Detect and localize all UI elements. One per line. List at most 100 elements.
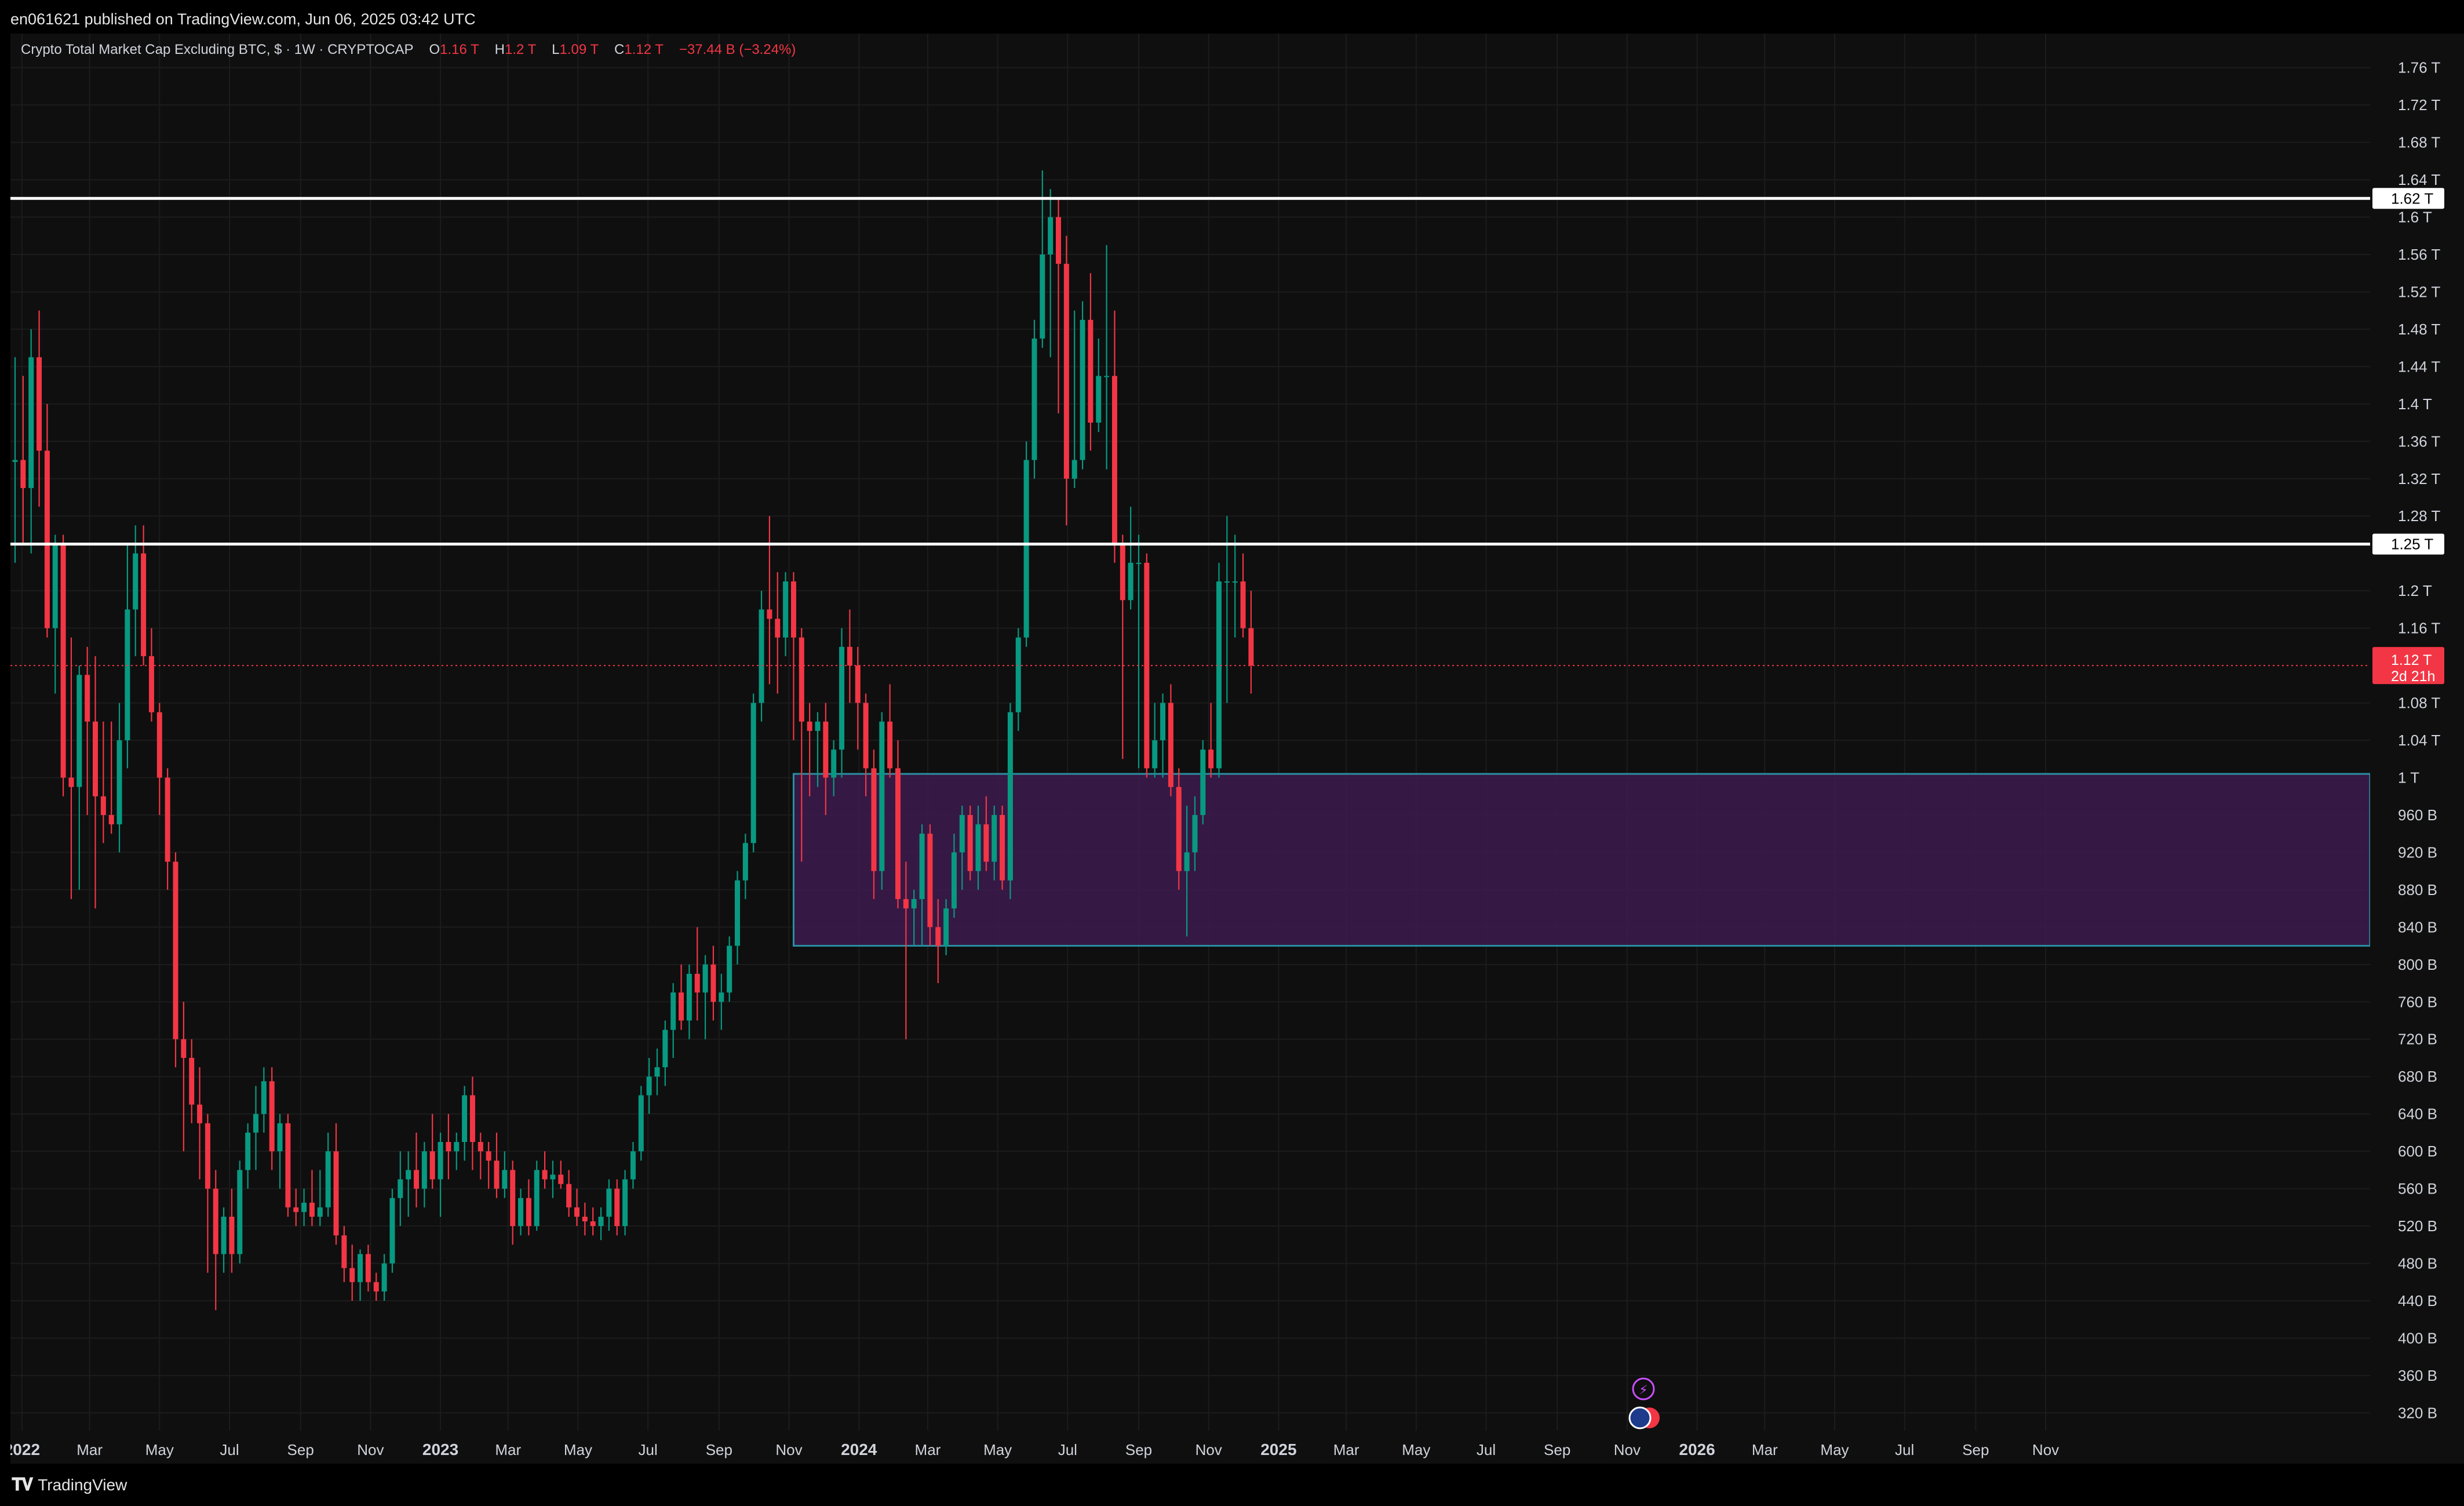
candle-body[interactable] <box>662 1030 668 1068</box>
candle-body[interactable] <box>863 703 869 769</box>
candle-body[interactable] <box>293 1207 299 1212</box>
candle-body[interactable] <box>582 1216 588 1222</box>
candle-body[interactable] <box>148 656 154 712</box>
candle-body[interactable] <box>1088 319 1094 423</box>
candle-body[interactable] <box>911 899 917 909</box>
candle-body[interactable] <box>1023 460 1029 638</box>
candle-body[interactable] <box>967 814 973 871</box>
candle-body[interactable] <box>108 814 114 825</box>
candle-body[interactable] <box>919 834 925 900</box>
candle-body[interactable] <box>630 1151 636 1180</box>
candle-body[interactable] <box>638 1095 644 1152</box>
candle-body[interactable] <box>309 1202 315 1217</box>
candle-body[interactable] <box>614 1188 620 1227</box>
candle-body[interactable] <box>1248 628 1254 666</box>
candle-body[interactable] <box>943 908 949 946</box>
candle-body[interactable] <box>478 1142 483 1152</box>
candle-body[interactable] <box>622 1179 628 1227</box>
candle-body[interactable] <box>28 357 34 488</box>
candle-body[interactable] <box>558 1174 564 1184</box>
candle-body[interactable] <box>1040 254 1045 339</box>
candle-body[interactable] <box>414 1170 419 1189</box>
candle-body[interactable] <box>341 1235 347 1268</box>
candle-body[interactable] <box>1184 852 1190 871</box>
candle-body[interactable] <box>550 1174 556 1180</box>
candle-body[interactable] <box>799 637 804 722</box>
candle-body[interactable] <box>1128 562 1133 601</box>
candle-body[interactable] <box>823 721 829 778</box>
candle-body[interactable] <box>261 1081 267 1114</box>
candle-body[interactable] <box>333 1151 339 1236</box>
candle-body[interactable] <box>992 814 997 862</box>
candle-body[interactable] <box>727 945 732 993</box>
candle-body[interactable] <box>1111 376 1117 544</box>
candle-body[interactable] <box>469 1095 475 1143</box>
candle-body[interactable] <box>446 1142 451 1152</box>
candle-body[interactable] <box>1007 712 1013 881</box>
candle-body[interactable] <box>1063 264 1069 479</box>
candle-body[interactable] <box>1071 460 1077 479</box>
candle-body[interactable] <box>85 675 90 722</box>
candle-body[interactable] <box>429 1151 435 1180</box>
candle-body[interactable] <box>759 609 764 703</box>
candle-body[interactable] <box>646 1076 652 1096</box>
candle-body[interactable] <box>277 1123 283 1152</box>
event-bolt-icon[interactable] <box>1632 1377 1655 1400</box>
candle-body[interactable] <box>847 646 852 666</box>
candle-body[interactable] <box>871 768 877 871</box>
candle-body[interactable] <box>742 843 748 881</box>
candle-body[interactable] <box>710 964 716 1002</box>
candle-body[interactable] <box>1208 750 1214 769</box>
candle-body[interactable] <box>181 1039 187 1058</box>
candle-body[interactable] <box>141 553 147 656</box>
candle-body[interactable] <box>245 1132 251 1170</box>
candle-body[interactable] <box>606 1188 612 1217</box>
candle-body[interactable] <box>156 712 162 778</box>
demand-zone[interactable] <box>792 773 2371 947</box>
candle-body[interactable] <box>1000 814 1005 881</box>
candle-body[interactable] <box>213 1188 218 1254</box>
candle-body[interactable] <box>454 1142 460 1152</box>
candle-body[interactable] <box>1080 319 1085 460</box>
candle-body[interactable] <box>1096 376 1102 423</box>
candle-body[interactable] <box>100 796 106 815</box>
candle-body[interactable] <box>775 619 781 638</box>
candle-body[interactable] <box>486 1151 491 1161</box>
time-axis[interactable] <box>10 1431 2464 1464</box>
candle-body[interactable] <box>903 899 909 909</box>
candle-body[interactable] <box>518 1198 524 1227</box>
candle-body[interactable] <box>1152 740 1158 769</box>
candle-body[interactable] <box>189 1057 195 1105</box>
candle-body[interactable] <box>807 721 812 731</box>
candle-body[interactable] <box>702 964 708 993</box>
candlestick-chart[interactable]: 320 B 360 B 400 B 440 B 480 B 520 B 560 B 600 B… <box>10 34 2464 1464</box>
candle-body[interactable] <box>349 1268 355 1282</box>
candle-body[interactable] <box>526 1198 531 1227</box>
candle-body[interactable] <box>879 721 885 871</box>
candle-body[interactable] <box>237 1170 243 1254</box>
candle-body[interactable] <box>839 646 845 750</box>
candle-body[interactable] <box>679 992 684 1021</box>
candle-body[interactable] <box>951 852 957 909</box>
candle-body[interactable] <box>12 460 18 462</box>
tradingview-brand[interactable]: 𝐓𝐕 TradingView <box>12 1475 127 1495</box>
candle-body[interactable] <box>60 544 66 778</box>
candle-body[interactable] <box>959 814 965 853</box>
candle-body[interactable] <box>983 824 989 862</box>
candle-body[interactable] <box>373 1282 379 1292</box>
candle-body[interactable] <box>1216 581 1222 769</box>
candle-body[interactable] <box>1200 750 1206 815</box>
chart-area[interactable]: 320 B 360 B 400 B 440 B 480 B 520 B 560 B 600 B… <box>10 34 2464 1464</box>
candle-body[interactable] <box>598 1216 604 1227</box>
candle-body[interactable] <box>301 1202 307 1212</box>
candle-body[interactable] <box>510 1170 516 1227</box>
candle-body[interactable] <box>285 1123 291 1207</box>
candle-body[interactable] <box>1136 562 1142 564</box>
candle-body[interactable] <box>750 703 756 843</box>
candle-body[interactable] <box>1056 217 1061 264</box>
candle-body[interactable] <box>855 665 861 703</box>
candle-body[interactable] <box>165 777 170 862</box>
candle-body[interactable] <box>253 1114 258 1133</box>
candle-body[interactable] <box>197 1104 203 1123</box>
candle-body[interactable] <box>93 721 98 796</box>
